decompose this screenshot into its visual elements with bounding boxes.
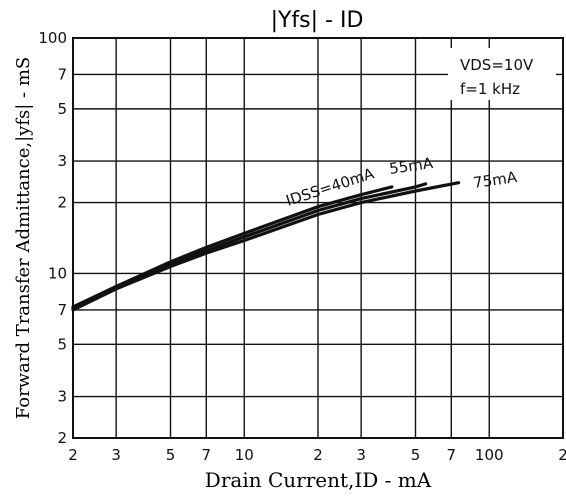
y-tick-label: 2 — [57, 194, 67, 212]
x-tick-label: 2 — [558, 446, 566, 464]
x-tick-label: 100 — [475, 446, 504, 464]
grid — [73, 38, 563, 438]
x-tick-label: 3 — [356, 446, 366, 464]
x-tick-label: 10 — [235, 446, 254, 464]
y-axis-label: Forward Transfer Admittance,|yfs| - mS — [13, 57, 34, 419]
x-tick-label: 5 — [166, 446, 176, 464]
x-tick-label: 3 — [111, 446, 121, 464]
y-tick-label: 10 — [48, 264, 67, 282]
x-tick-label: 7 — [447, 446, 457, 464]
series-label-75ma: 75mA — [472, 168, 519, 192]
x-axis-label: Drain Current,ID - mA — [205, 468, 432, 492]
y-tick-label: 7 — [57, 301, 67, 319]
y-tick-label: 3 — [57, 388, 67, 406]
y-tick-label: 5 — [57, 100, 67, 118]
x-tick-label: 5 — [411, 446, 421, 464]
conditions-box — [448, 48, 556, 100]
y-tick-label: 7 — [57, 65, 67, 83]
y-tick-label: 3 — [57, 152, 67, 170]
series-label-55ma: 55mA — [388, 154, 435, 178]
y-tick-label: 2 — [57, 429, 67, 447]
series-line-3 — [71, 181, 461, 312]
chart-title: |Yfs| - ID — [271, 8, 364, 33]
condition-vds: VDS=10V — [460, 56, 534, 74]
y-tick-label: 100 — [38, 29, 67, 47]
curves — [71, 181, 461, 312]
x-tick-label: 7 — [202, 446, 212, 464]
condition-frequency: f=1 kHz — [460, 80, 520, 98]
plot-frame — [72, 37, 564, 439]
x-tick-label: 2 — [313, 446, 323, 464]
y-tick-label: 5 — [57, 335, 67, 353]
x-tick-label: 2 — [68, 446, 78, 464]
